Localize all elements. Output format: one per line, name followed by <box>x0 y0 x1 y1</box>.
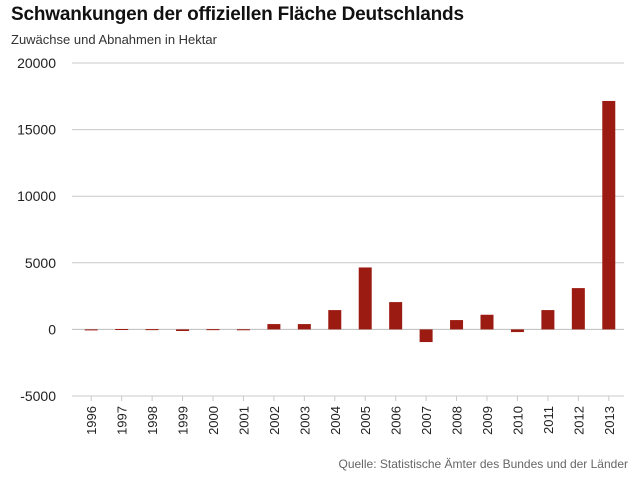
y-tick-label-0: 0 <box>48 321 56 337</box>
x-axis-tick-labels: 1996 1997 1998 1999 2000 2001 2002 2003 2004 2005… <box>84 396 617 435</box>
bar-2005 <box>358 267 372 330</box>
chart-title: Schwankungen der offiziellen Fläche Deut… <box>11 4 464 25</box>
y-axis-tick-labels: 20000 15000 10000 5000 0 -5000 <box>17 55 56 404</box>
bar-1998 <box>145 329 159 331</box>
y-tick-label--5000: -5000 <box>20 388 56 404</box>
bar-2002 <box>267 324 281 330</box>
x-tick-label-1997: 1997 <box>115 406 130 435</box>
x-tick-label-2009: 2009 <box>480 406 495 435</box>
x-tick-label-2003: 2003 <box>297 406 312 435</box>
source-note: Quelle: Statistische Ämter des Bundes un… <box>338 457 629 471</box>
bar-2008 <box>450 320 464 330</box>
grid-lines <box>72 62 624 397</box>
x-tick-label-1999: 1999 <box>176 406 191 435</box>
x-tick-label-2013: 2013 <box>602 406 617 435</box>
x-tick-label-2010: 2010 <box>510 406 525 435</box>
x-tick-label-2005: 2005 <box>358 406 373 435</box>
x-tick-label-2012: 2012 <box>571 406 586 435</box>
x-tick-label-1996: 1996 <box>84 406 99 435</box>
x-tick-label-2007: 2007 <box>419 406 434 435</box>
bar-2004 <box>328 310 342 330</box>
x-tick-label-2002: 2002 <box>267 406 282 435</box>
x-tick-label-2006: 2006 <box>389 406 404 435</box>
bar-2011 <box>541 310 555 330</box>
bar-2009 <box>480 314 494 330</box>
y-tick-label-20000: 20000 <box>17 55 56 71</box>
y-tick-label-10000: 10000 <box>17 188 56 204</box>
bar-2013 <box>602 100 616 330</box>
bars <box>84 100 616 343</box>
x-tick-label-2000: 2000 <box>206 406 221 435</box>
bar-1997 <box>115 329 129 331</box>
chart-subtitle: Zuwächse und Abnahmen in Hektar <box>11 32 217 47</box>
x-tick-label-2008: 2008 <box>450 406 465 435</box>
bar-2001 <box>236 329 250 331</box>
bar-2003 <box>297 324 311 330</box>
bar-2007 <box>419 329 433 343</box>
bar-2006 <box>389 302 403 330</box>
x-tick-label-1998: 1998 <box>145 406 160 435</box>
bar-2000 <box>206 329 220 331</box>
bar-2012 <box>571 288 585 330</box>
y-tick-label-5000: 5000 <box>25 255 56 271</box>
bar-1999 <box>176 329 190 331</box>
y-tick-label-15000: 15000 <box>17 122 56 138</box>
bar-1996 <box>84 329 98 331</box>
x-tick-label-2011: 2011 <box>541 406 556 434</box>
x-tick-label-2004: 2004 <box>328 406 343 435</box>
x-tick-label-2001: 2001 <box>236 406 251 435</box>
bar-2010 <box>510 329 524 333</box>
